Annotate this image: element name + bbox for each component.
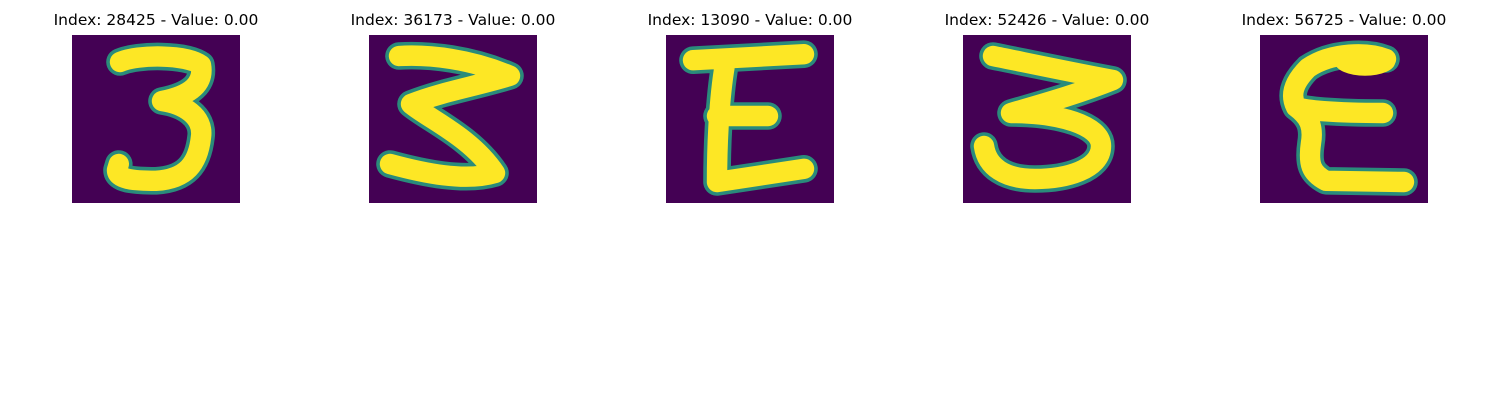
digit-image [369, 35, 537, 203]
digit-glyph [973, 45, 1124, 190]
panel-title: Index: 36173 - Value: 0.00 [350, 11, 556, 29]
digit-blob [1335, 49, 1395, 76]
digit-glyph [106, 46, 212, 191]
digit-image [666, 35, 834, 203]
panel-title: Index: 56725 - Value: 0.00 [1241, 11, 1447, 29]
panel-title: Index: 13090 - Value: 0.00 [647, 11, 853, 29]
digit-image [963, 35, 1131, 203]
panel-title: Index: 28425 - Value: 0.00 [53, 11, 259, 29]
panel-title: Index: 52426 - Value: 0.00 [944, 11, 1150, 29]
digit-image [72, 35, 240, 203]
digit-image [1260, 35, 1428, 203]
digit-glyph [379, 45, 521, 187]
digit-glyph [682, 44, 815, 193]
